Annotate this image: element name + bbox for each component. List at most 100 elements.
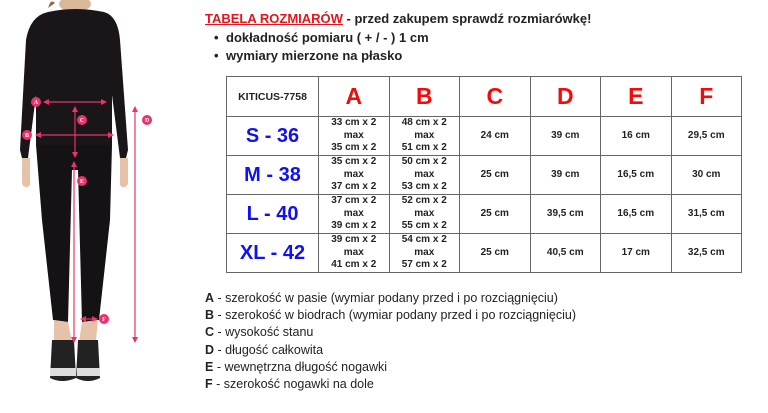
cell-line: 57 cm x 2 xyxy=(401,259,447,271)
marker-d-badge: D xyxy=(142,115,152,125)
svg-text:C: C xyxy=(80,118,84,124)
cell-a: 35 cm x 2 max 37 cm x 2 xyxy=(318,155,390,195)
bullet-item: • wymiary mierzone na płasko xyxy=(214,48,403,63)
model-code: KITICUS-7758 xyxy=(226,76,319,117)
cell-a: 37 cm x 2 max 39 cm x 2 xyxy=(318,194,390,234)
table-row: XL - 42 39 cm x 2 max 41 cm x 2 54 cm x 2 max… xyxy=(226,233,742,273)
cell-d: 40,5 cm xyxy=(529,233,601,273)
title-subtitle: - przed zakupem sprawdź rozmiarówkę! xyxy=(342,11,592,26)
cell-c: 25 cm xyxy=(459,233,531,273)
cell-line: 54 cm x 2 xyxy=(401,234,447,246)
column-header-c: C xyxy=(459,76,531,117)
cell-b: 52 cm x 2 max 55 cm x 2 xyxy=(388,194,460,234)
cell-a: 39 cm x 2 max 41 cm x 2 xyxy=(318,233,390,273)
model-measurement-figure: A B C D E F xyxy=(20,0,152,381)
legend-key: D xyxy=(205,342,215,357)
bullet-text: dokładność pomiaru ( + / - ) 1 cm xyxy=(226,30,429,45)
marker-a-badge: A xyxy=(31,97,41,107)
cell-d: 39,5 cm xyxy=(529,194,601,234)
cell-f: 32,5 cm xyxy=(670,233,742,273)
legend-item: A - szerokość w pasie (wymiar podany prz… xyxy=(205,291,558,305)
column-header-a: A xyxy=(318,76,390,117)
cell-line: max xyxy=(414,168,435,180)
column-header-f: F xyxy=(670,76,742,117)
cell-line: 41 cm x 2 xyxy=(331,259,377,271)
cell-e: 17 cm xyxy=(600,233,672,273)
cell-line: 35 cm x 2 xyxy=(331,142,377,154)
cell-f: 29,5 cm xyxy=(670,116,742,156)
cell-line: 50 cm x 2 xyxy=(401,156,447,168)
legend-key: A xyxy=(205,291,215,305)
marker-c-badge: C xyxy=(77,115,87,125)
svg-text:D: D xyxy=(145,118,150,124)
cell-line: 51 cm x 2 xyxy=(401,142,447,154)
size-chart-title: TABELA ROZMIARÓW - przed zakupem sprawdź… xyxy=(205,11,591,26)
cell-b: 50 cm x 2 max 53 cm x 2 xyxy=(388,155,460,195)
bullet-text: wymiary mierzone na płasko xyxy=(226,48,403,63)
cell-line: 52 cm x 2 xyxy=(401,195,447,207)
cell-f: 30 cm xyxy=(670,155,742,195)
legend-key: B xyxy=(205,308,215,323)
legend-text: - szerokość w pasie (wymiar podany przed… xyxy=(214,291,558,305)
cell-line: max xyxy=(414,207,435,219)
marker-e-badge: E xyxy=(77,176,87,186)
cell-c: 24 cm xyxy=(459,116,531,156)
marker-f-badge: F xyxy=(99,314,109,324)
cell-b: 48 cm x 2 max 51 cm x 2 xyxy=(388,116,460,156)
bullet-item: • dokładność pomiaru ( + / - ) 1 cm xyxy=(214,30,429,45)
column-header-b: B xyxy=(388,76,460,117)
legend-item: F - szerokość nogawki na dole xyxy=(205,377,374,391)
legend-text: - wewnętrzna długość nogawki xyxy=(213,359,388,374)
title-highlight: TABELA ROZMIARÓW xyxy=(205,11,343,26)
cell-line: max xyxy=(343,246,364,258)
cell-d: 39 cm xyxy=(529,155,601,195)
cell-e: 16,5 cm xyxy=(600,194,672,234)
table-row: L - 40 37 cm x 2 max 39 cm x 2 52 cm x 2 max 5… xyxy=(226,194,742,234)
svg-text:F: F xyxy=(102,317,106,323)
svg-text:B: B xyxy=(25,133,29,139)
cell-line: max xyxy=(343,207,364,219)
cell-c: 25 cm xyxy=(459,155,531,195)
column-header-e: E xyxy=(600,76,672,117)
cell-a: 33 cm x 2 max 35 cm x 2 xyxy=(318,116,390,156)
size-table: KITICUS-7758 A B C D E F S - 36 33 cm x 2… xyxy=(226,76,742,273)
legend-item: E - wewnętrzna długość nogawki xyxy=(205,360,387,374)
cell-d: 39 cm xyxy=(529,116,601,156)
cell-line: 48 cm x 2 xyxy=(401,117,447,129)
cell-line: 53 cm x 2 xyxy=(401,181,447,193)
cell-line: max xyxy=(414,246,435,258)
cell-c: 25 cm xyxy=(459,194,531,234)
legend-text: - wysokość stanu xyxy=(214,325,314,340)
cell-f: 31,5 cm xyxy=(670,194,742,234)
size-label: XL - 42 xyxy=(226,233,319,273)
legend-text: - szerokość nogawki na dole xyxy=(212,377,374,391)
legend-key: C xyxy=(205,325,215,340)
svg-text:E: E xyxy=(80,179,84,185)
legend-item: B - szerokość w biodrach (wymiar podany … xyxy=(205,308,576,322)
model-silhouette xyxy=(20,0,128,381)
size-label: L - 40 xyxy=(226,194,319,234)
legend-text: - szerokość w biodrach (wymiar podany pr… xyxy=(214,308,577,323)
table-row: S - 36 33 cm x 2 max 35 cm x 2 48 cm x 2 max 5… xyxy=(226,116,742,156)
table-header-row: KITICUS-7758 A B C D E F xyxy=(226,76,742,117)
svg-text:A: A xyxy=(34,100,39,106)
cell-e: 16 cm xyxy=(600,116,672,156)
legend-key: E xyxy=(205,359,214,374)
column-header-d: D xyxy=(529,76,601,117)
cell-line: 39 cm x 2 xyxy=(331,220,377,232)
cell-line: 37 cm x 2 xyxy=(331,181,377,193)
cell-line: 33 cm x 2 xyxy=(331,117,377,129)
legend-item: D - długość całkowita xyxy=(205,343,323,357)
cell-line: max xyxy=(414,129,435,141)
cell-line: 39 cm x 2 xyxy=(331,234,377,246)
size-label: S - 36 xyxy=(226,116,319,156)
cell-line: 55 cm x 2 xyxy=(401,220,447,232)
cell-line: max xyxy=(343,129,364,141)
cell-line: max xyxy=(343,168,364,180)
marker-b-badge: B xyxy=(22,130,32,140)
cell-line: 37 cm x 2 xyxy=(331,195,377,207)
legend-item: C - wysokość stanu xyxy=(205,325,313,339)
legend-key: F xyxy=(205,377,213,391)
cell-e: 16,5 cm xyxy=(600,155,672,195)
cell-line: 35 cm x 2 xyxy=(331,156,377,168)
